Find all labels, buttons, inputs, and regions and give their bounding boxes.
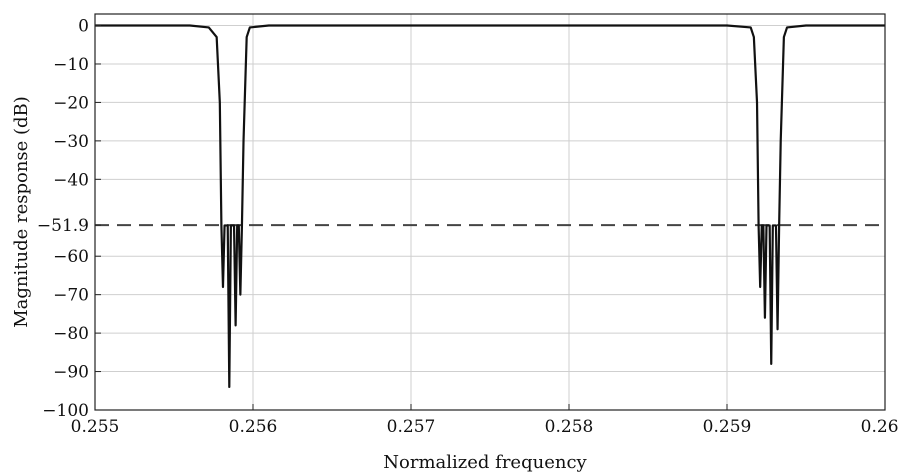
y-tick-label: −30	[53, 132, 89, 152]
y-tick-label: −60	[53, 247, 89, 267]
y-axis-title: Magnitude response (dB)	[11, 96, 32, 328]
x-tick-label: 0.258	[545, 417, 594, 437]
x-tick-label: 0.257	[387, 417, 436, 437]
x-tick-labels: 0.255 0.256 0.257 0.258 0.259 0.260	[71, 417, 898, 437]
x-tick-label: 0.260	[861, 417, 898, 437]
x-tick-label: 0.255	[71, 417, 120, 437]
y-tick-label: −40	[53, 170, 89, 190]
plot-background	[95, 14, 885, 410]
plot-frame	[94, 13, 886, 411]
series-layer	[95, 24, 885, 389]
y-tick-label: −51.9	[37, 216, 89, 236]
y-tick-label: −90	[53, 363, 89, 383]
y-tick-label: −20	[53, 93, 89, 113]
y-tick-label: −70	[53, 286, 89, 306]
x-tick-label: 0.259	[703, 417, 752, 437]
y-tick-label: −80	[53, 324, 89, 344]
y-tick-label: −10	[53, 55, 89, 75]
ticks	[94, 25, 886, 411]
x-axis-title: Normalized frequency	[383, 452, 587, 473]
series-line-0	[95, 24, 885, 389]
y-tick-labels: 0 −10 −20 −30 −40 −51.9 −60 −70 −80 −90 −100	[37, 17, 89, 421]
y-tick-label: 0	[78, 17, 89, 37]
x-tick-label: 0.256	[229, 417, 278, 437]
y-tick-label: −100	[42, 401, 89, 421]
